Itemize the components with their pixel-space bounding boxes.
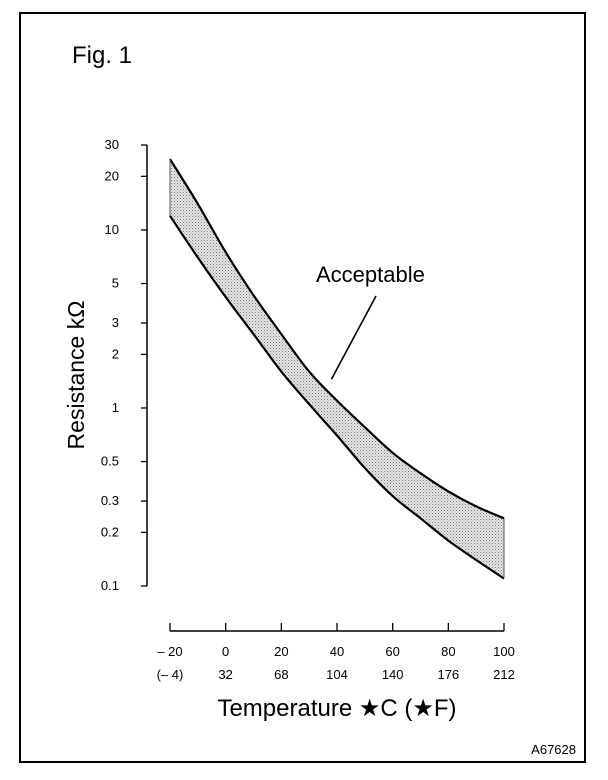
figure-frame: [19, 12, 586, 763]
x-tick-label-celsius: – 20: [157, 644, 182, 659]
y-tick-label: 5: [112, 276, 119, 291]
y-tick-label: 3: [112, 315, 119, 330]
y-tick-label: 30: [105, 137, 119, 152]
x-tick-label-fahrenheit: 104: [326, 667, 348, 682]
y-tick-label: 2: [112, 346, 119, 361]
annotation-leader-line: [330, 295, 377, 380]
annotation-layer: Acceptable: [316, 262, 425, 380]
x-tick-label-fahrenheit: 32: [218, 667, 232, 682]
y-tick-label: 20: [105, 168, 119, 183]
lower-limit-curve: [169, 215, 505, 580]
x-tick-label-fahrenheit: (– 4): [157, 667, 184, 682]
figure-label: Fig. 1: [72, 42, 133, 69]
x-tick-label-fahrenheit: 140: [382, 667, 404, 682]
y-tick-label: 0.1: [101, 578, 119, 593]
x-tick-label-celsius: 40: [330, 644, 344, 659]
upper-limit-curve: [169, 158, 505, 520]
x-tick-label-fahrenheit: 68: [274, 667, 288, 682]
x-tick-label-celsius: 100: [493, 644, 515, 659]
y-tick-label: 0.5: [101, 454, 119, 469]
acceptable-band-layer: [169, 158, 505, 580]
y-axis-title: Resistance kΩ: [63, 301, 89, 450]
x-tick-label-celsius: 60: [385, 644, 399, 659]
x-tick-label-fahrenheit: 212: [493, 667, 515, 682]
y-tick-label: 1: [112, 400, 119, 415]
annotation-acceptable-label: Acceptable: [316, 262, 425, 287]
y-tick-label: 0.3: [101, 493, 119, 508]
y-tick-label: 10: [105, 222, 119, 237]
figure-reference-code: A67628: [531, 742, 576, 757]
x-tick-label-celsius: 20: [274, 644, 288, 659]
x-axis-title: Temperature ★C (★F): [217, 695, 456, 722]
y-tick-label: 0.2: [101, 524, 119, 539]
x-tick-label-fahrenheit: 176: [437, 667, 459, 682]
x-tick-label-celsius: 0: [222, 644, 229, 659]
x-axis: – 20 (– 4) 0 32 20 68 40 104 60 140 80 176 100 212: [157, 623, 515, 682]
y-axis: 30 20 10 5 3 2 1 0.5 0.3 0.2 0.1: [101, 137, 148, 593]
x-tick-label-celsius: 80: [441, 644, 455, 659]
